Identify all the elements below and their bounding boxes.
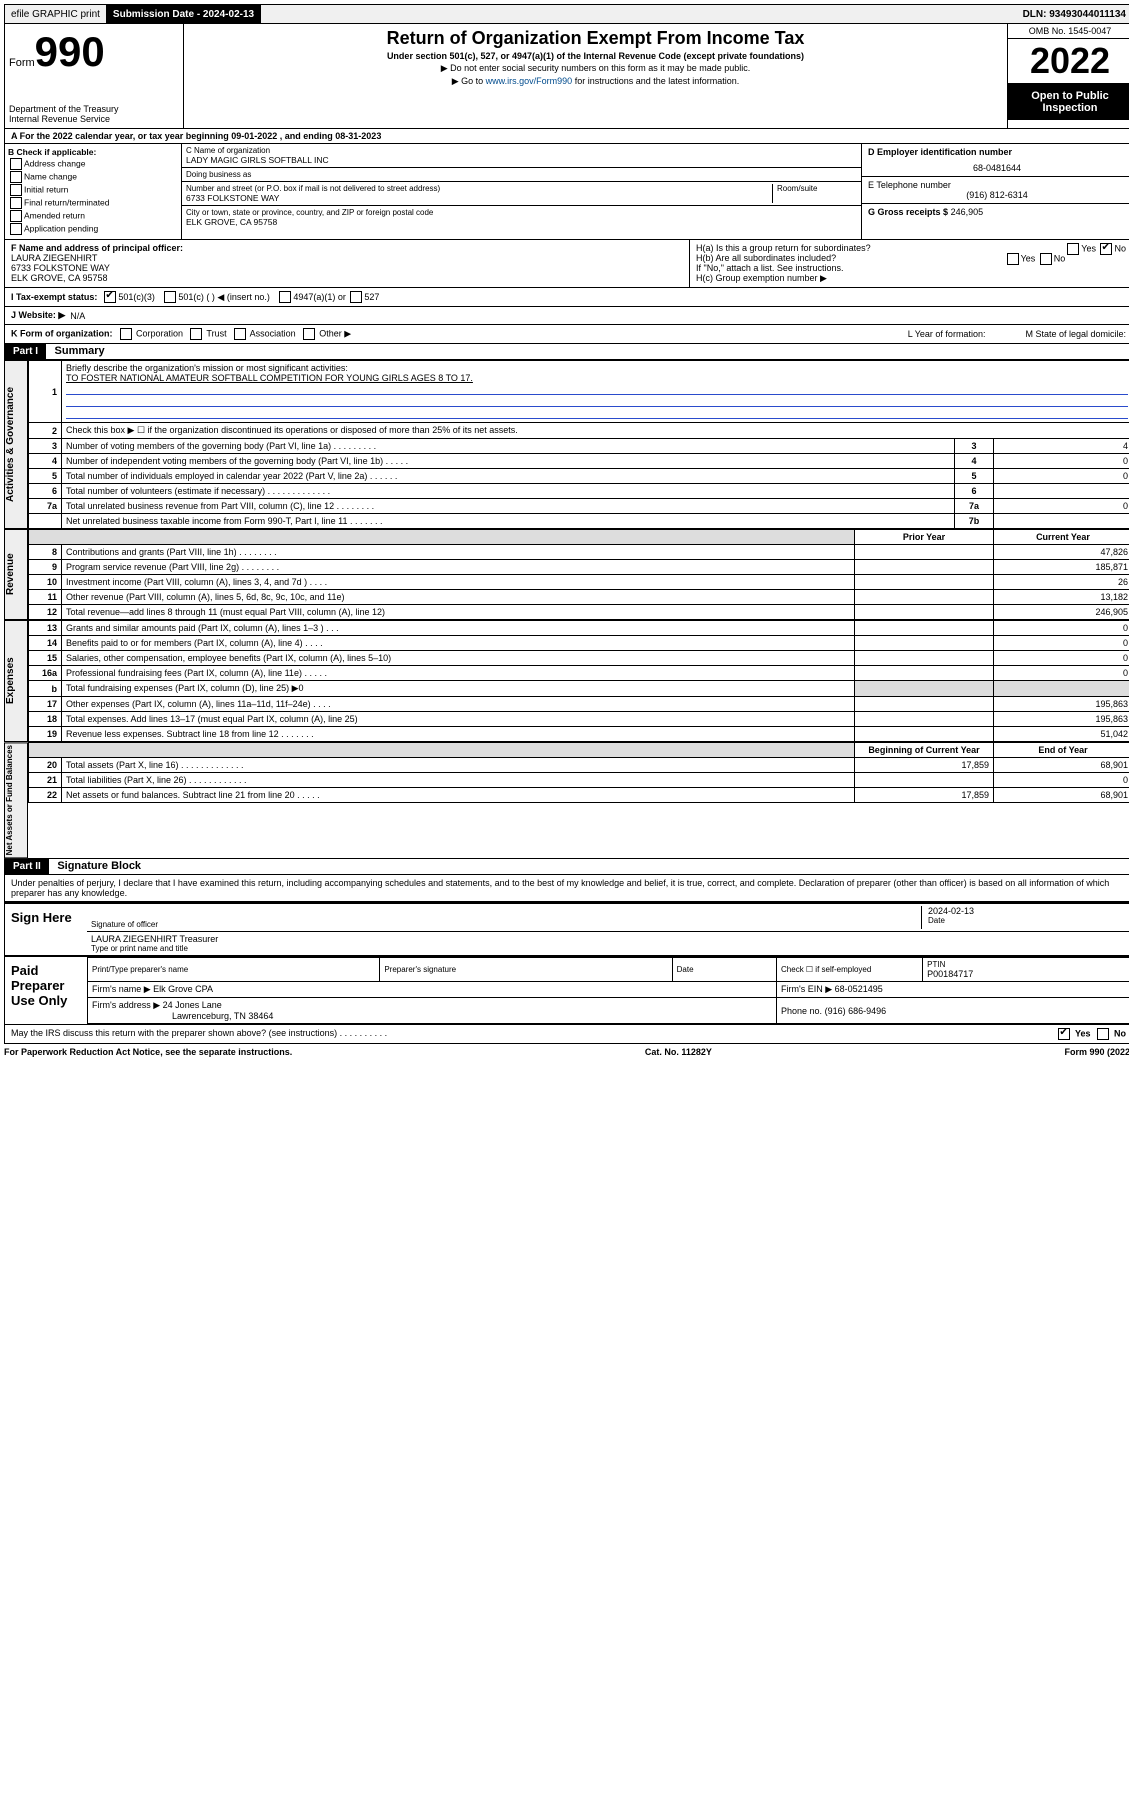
- sign-here-label: Sign Here: [5, 904, 87, 955]
- firm-phone: (916) 686-9496: [825, 1006, 887, 1016]
- tab-revenue: Revenue: [4, 529, 28, 620]
- irs-link[interactable]: www.irs.gov/Form990: [486, 76, 573, 86]
- year-formation: L Year of formation:: [908, 329, 986, 339]
- gross-receipts-value: 246,905: [951, 207, 984, 217]
- firm-addr2: Lawrenceburg, TN 38464: [172, 1011, 772, 1021]
- sig-date: 2024-02-13: [928, 906, 1128, 916]
- dept-treasury: Department of the Treasury: [9, 104, 179, 114]
- hb-row: H(b) Are all subordinates included? Yes …: [696, 253, 1126, 263]
- firm-name: Elk Grove CPA: [153, 984, 213, 994]
- note-ssn: ▶ Do not enter social security numbers o…: [192, 63, 999, 74]
- addr-label: Number and street (or P.O. box if mail i…: [186, 184, 772, 193]
- submission-date: Submission Date - 2024-02-13: [107, 5, 261, 23]
- room-label: Room/suite: [777, 184, 857, 193]
- hc-row: H(c) Group exemption number ▶: [696, 273, 1126, 284]
- city-state-zip: ELK GROVE, CA 95758: [186, 217, 857, 227]
- c-name-label: C Name of organization: [186, 146, 857, 155]
- efile-label: efile GRAPHIC print: [5, 5, 107, 23]
- summary-net-table: Beginning of Current YearEnd of Year 20T…: [28, 742, 1129, 803]
- part1-title: Summary: [55, 345, 105, 357]
- mission-text: TO FOSTER NATIONAL AMATEUR SOFTBALL COMP…: [66, 373, 1128, 383]
- tax-year: 2022: [1008, 39, 1129, 84]
- paid-preparer-label: Paid Preparer Use Only: [5, 957, 87, 1024]
- page-footer: For Paperwork Reduction Act Notice, see …: [4, 1044, 1129, 1060]
- firm-addr1: 24 Jones Lane: [163, 1000, 222, 1010]
- part2-header: Part II: [5, 859, 49, 874]
- ein-label: D Employer identification number: [868, 147, 1126, 157]
- street-address: 6733 FOLKSTONE WAY: [186, 193, 772, 203]
- form-number: Form990: [9, 28, 179, 76]
- omb-number: OMB No. 1545-0047: [1008, 24, 1129, 39]
- firm-ein: 68-0521495: [835, 984, 883, 994]
- officer-addr1: 6733 FOLKSTONE WAY: [11, 263, 683, 273]
- ein-value: 68-0481644: [868, 163, 1126, 173]
- form-subtitle: Under section 501(c), 527, or 4947(a)(1)…: [192, 51, 999, 61]
- tab-netassets: Net Assets or Fund Balances: [4, 742, 28, 858]
- summary-exp-table: 13Grants and similar amounts paid (Part …: [28, 620, 1129, 742]
- state-domicile: M State of legal domicile:: [1025, 329, 1126, 339]
- irs-label: Internal Revenue Service: [9, 114, 179, 124]
- note-link: ▶ Go to www.irs.gov/Form990 for instruct…: [192, 76, 999, 87]
- summary-rev-table: Prior YearCurrent Year 8Contributions an…: [28, 529, 1129, 620]
- dba-label: Doing business as: [186, 170, 857, 179]
- col-b-checkboxes: B Check if applicable: Address change Na…: [5, 144, 182, 239]
- form-of-org-row: K Form of organization: Corporation Trus…: [4, 325, 1129, 344]
- phone-value: (916) 812-6314: [868, 190, 1126, 200]
- paid-preparer-block: Paid Preparer Use Only Print/Type prepar…: [4, 956, 1129, 1025]
- officer-printed-name: LAURA ZIEGENHIRT Treasurer: [91, 934, 218, 944]
- form-header: Form990 Department of the Treasury Inter…: [4, 24, 1129, 129]
- dln: DLN: 93493044011134: [1017, 5, 1129, 23]
- summary-gov-table: 1 Briefly describe the organization's mi…: [28, 360, 1129, 529]
- form-title: Return of Organization Exempt From Incom…: [192, 28, 999, 49]
- ha-row: H(a) Is this a group return for subordin…: [696, 243, 1126, 253]
- officer-group-block: F Name and address of principal officer:…: [4, 240, 1129, 288]
- tab-expenses: Expenses: [4, 620, 28, 742]
- open-inspection: Open to Public Inspection: [1008, 84, 1129, 120]
- part2-title: Signature Block: [57, 860, 141, 872]
- perjury-statement: Under penalties of perjury, I declare th…: [4, 875, 1129, 902]
- top-bar: efile GRAPHIC print Submission Date - 20…: [4, 4, 1129, 24]
- city-label: City or town, state or province, country…: [186, 208, 857, 217]
- part1-header: Part I: [5, 344, 46, 359]
- website-row: J Website: ▶ N/A: [4, 307, 1129, 325]
- officer-name: LAURA ZIEGENHIRT: [11, 253, 683, 263]
- entity-block: B Check if applicable: Address change Na…: [4, 144, 1129, 240]
- gross-receipts-label: G Gross receipts $: [868, 207, 948, 217]
- row-a-period: A For the 2022 calendar year, or tax yea…: [4, 129, 1129, 144]
- org-name: LADY MAGIC GIRLS SOFTBALL INC: [186, 155, 857, 165]
- tab-governance: Activities & Governance: [4, 360, 28, 529]
- f-label: F Name and address of principal officer:: [11, 243, 683, 253]
- signature-block: Sign Here Signature of officer 2024-02-1…: [4, 902, 1129, 956]
- may-irs-discuss: May the IRS discuss this return with the…: [4, 1025, 1129, 1044]
- tax-exempt-row: I Tax-exempt status: 501(c)(3) 501(c) ( …: [4, 288, 1129, 307]
- phone-label: E Telephone number: [868, 180, 1126, 190]
- officer-addr2: ELK GROVE, CA 95758: [11, 273, 683, 283]
